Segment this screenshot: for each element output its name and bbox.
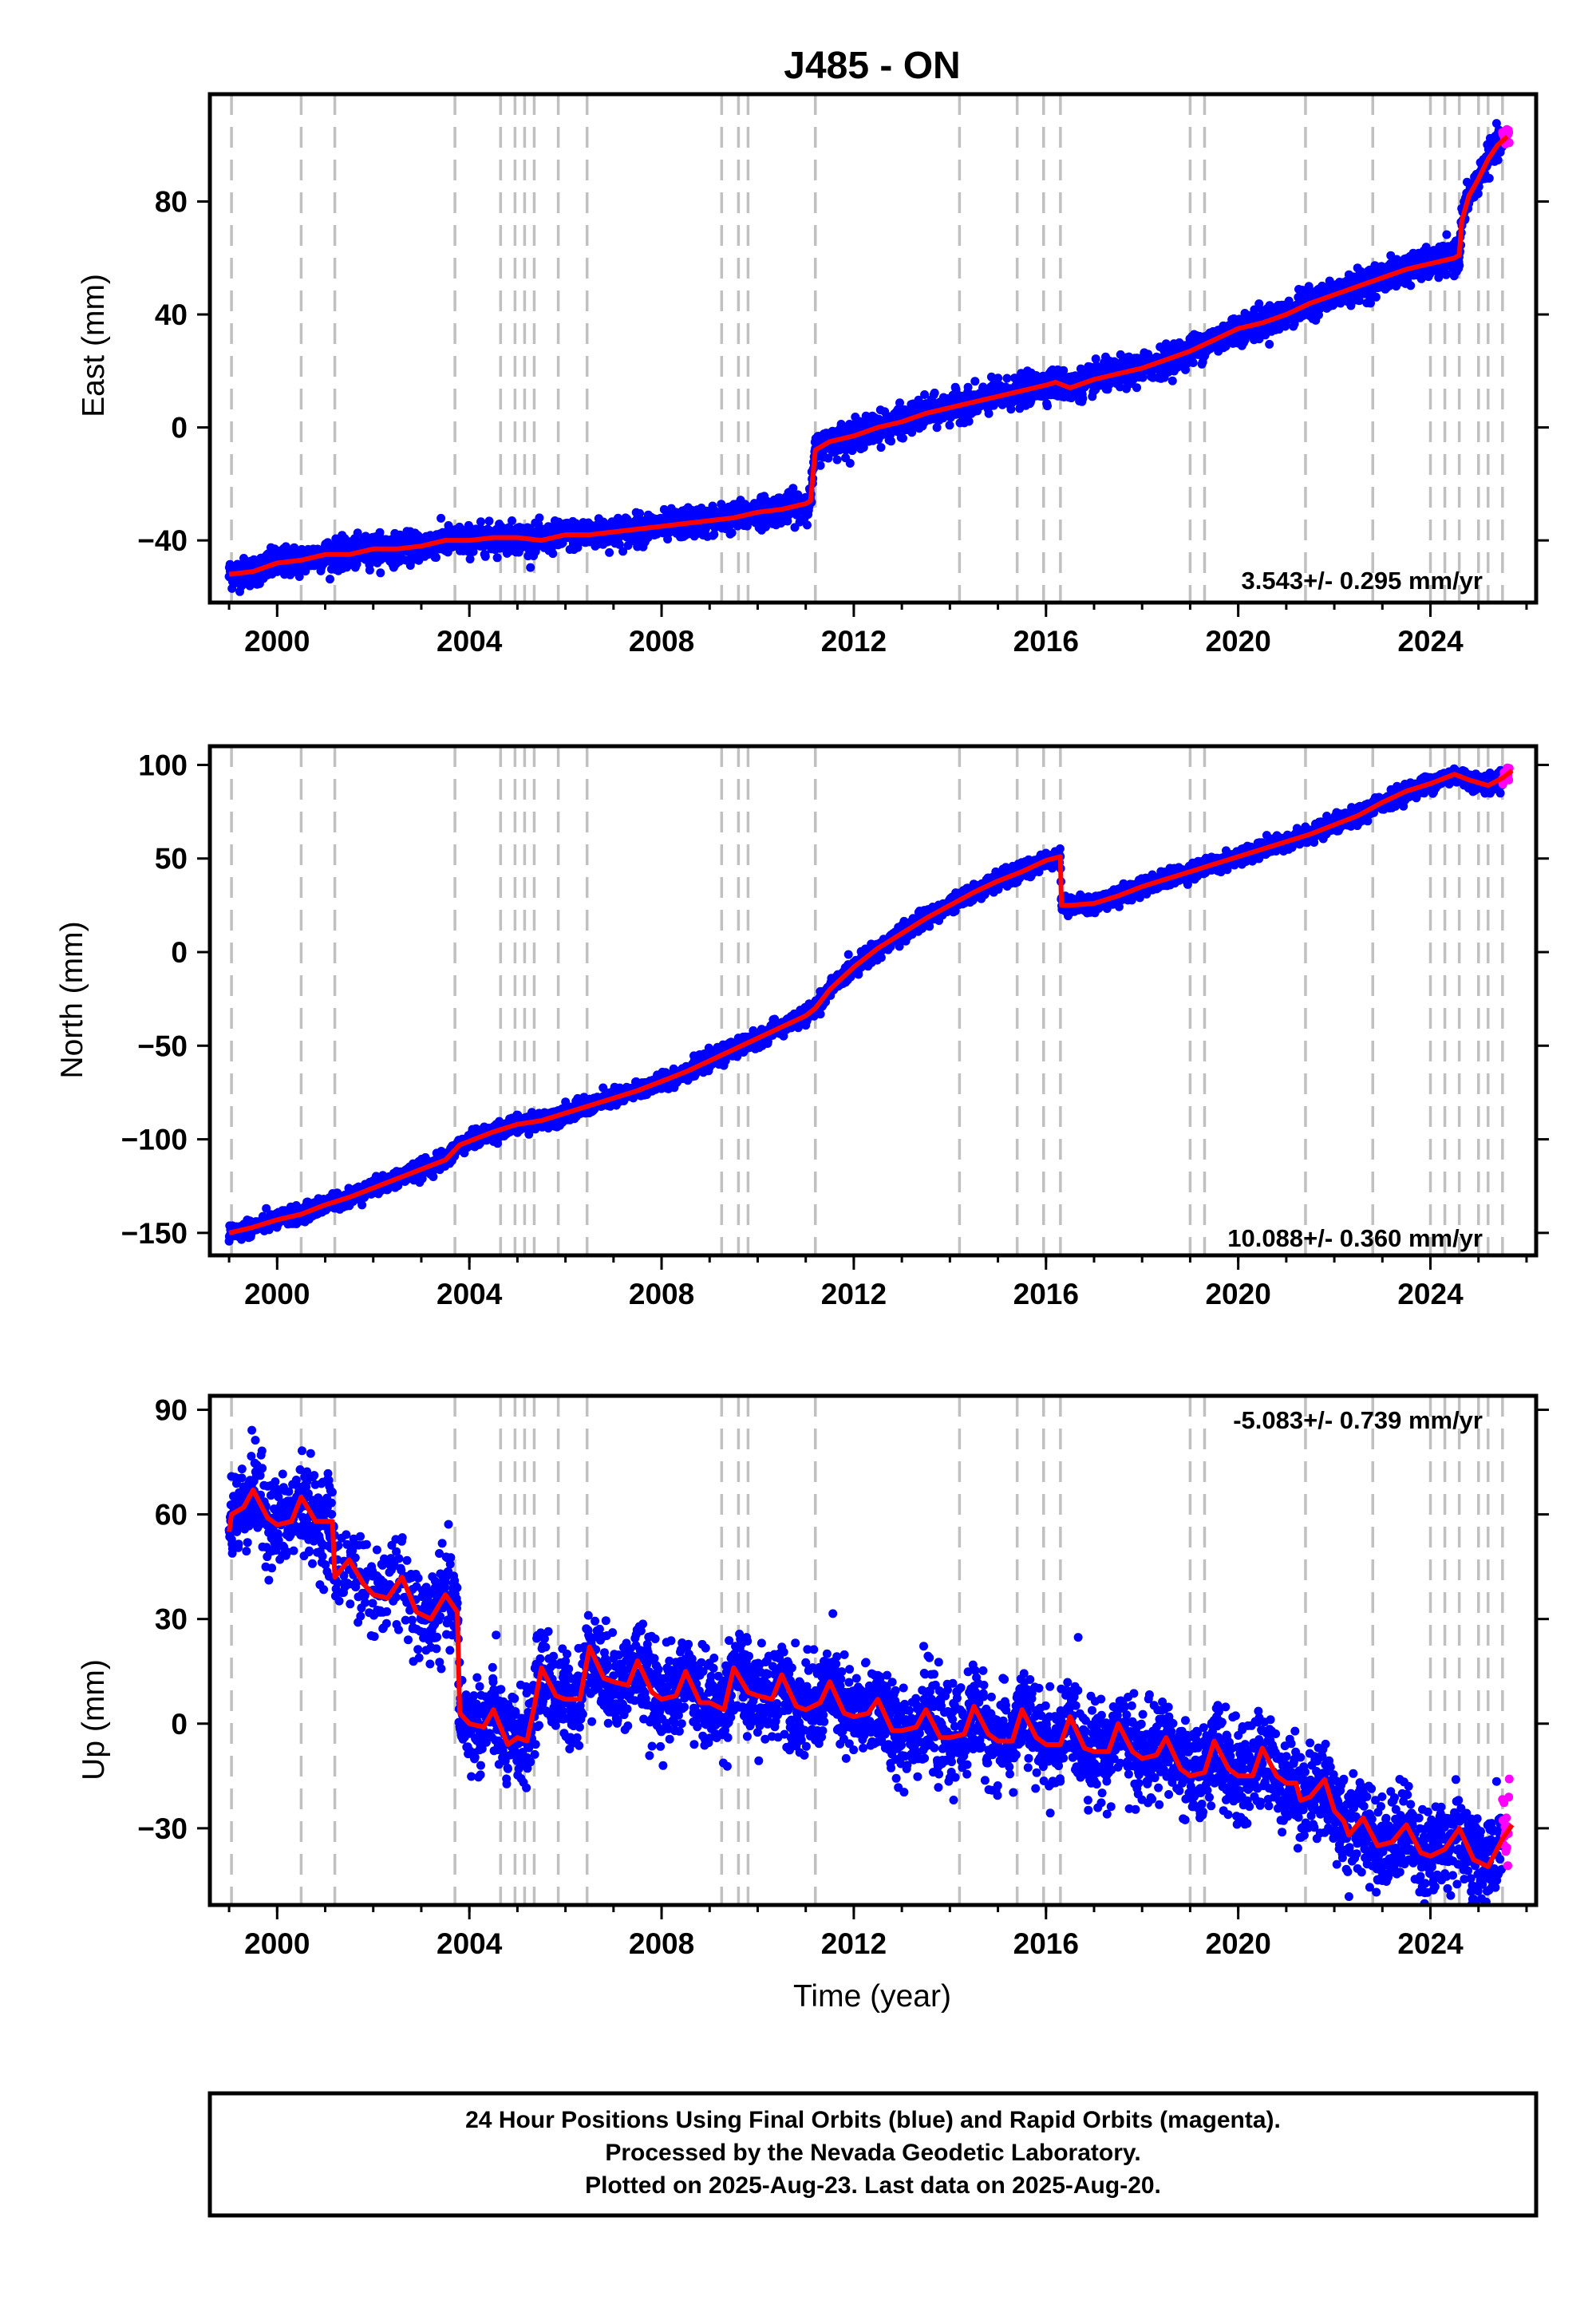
east-point — [970, 377, 980, 386]
east-point — [1221, 342, 1231, 351]
east-point — [548, 549, 558, 559]
east-point — [984, 409, 994, 418]
east-x-tick-label: 2024 — [1397, 625, 1464, 658]
east-point — [963, 382, 973, 392]
east-point — [484, 516, 494, 526]
east-point — [1002, 373, 1012, 383]
east-point — [1043, 401, 1052, 411]
east-point — [353, 528, 362, 538]
east-y-tick-label: 80 — [155, 185, 188, 218]
east-point — [1138, 373, 1148, 382]
east-ylabel: East (mm) — [77, 274, 111, 417]
east-point — [899, 433, 907, 443]
east-point — [930, 388, 939, 397]
east-x-tick-label: 2020 — [1205, 625, 1270, 658]
east-point — [932, 423, 942, 433]
east-point — [845, 459, 855, 468]
east-point — [326, 575, 334, 584]
east-x-tick-label: 2000 — [244, 625, 310, 658]
east-point — [1406, 281, 1416, 290]
east-point — [1188, 358, 1198, 367]
east-point — [945, 421, 954, 430]
east-plot-area: 2000 2004 2008 2012 2016 2020 2024 −40 0 40 80 — [137, 92, 1549, 658]
north-panel: 2000 2004 2008 2012 2016 2020 2024−150−100−500… — [55, 744, 1549, 1310]
east-point — [526, 563, 535, 572]
east-point — [376, 568, 385, 578]
east-y-tick-label: 40 — [155, 298, 188, 331]
east-point — [352, 559, 361, 569]
east-point — [365, 565, 374, 575]
east-point — [1132, 383, 1141, 393]
east-point — [294, 572, 304, 581]
figure-title: J485 - ON — [784, 45, 960, 87]
east-frame — [207, 92, 1539, 605]
east-point — [1254, 299, 1264, 309]
east-point — [859, 443, 868, 453]
east-point — [1455, 261, 1464, 271]
east-point — [847, 445, 857, 455]
east-point — [788, 484, 798, 493]
east-point — [920, 390, 930, 399]
east-point — [605, 547, 614, 557]
east-point — [480, 551, 490, 561]
east-point — [986, 372, 996, 381]
east-point — [727, 528, 737, 538]
east-point — [1354, 296, 1364, 306]
east-point — [1442, 269, 1451, 279]
east-point — [432, 553, 440, 562]
east-y-tick-label: 0 — [171, 412, 188, 445]
east-point — [635, 508, 645, 518]
east-point — [623, 541, 633, 550]
east-point — [803, 520, 812, 530]
east-point — [1493, 156, 1503, 164]
east-plot-content — [224, 94, 1514, 603]
east-final-points — [224, 119, 1507, 596]
east-point — [618, 547, 628, 556]
east-point — [1442, 230, 1452, 239]
east-point — [663, 535, 673, 543]
east-point — [614, 539, 624, 549]
east-point — [1091, 354, 1100, 364]
east-point — [1265, 339, 1274, 349]
east-point — [508, 516, 516, 525]
east-point — [887, 437, 896, 446]
east-point — [816, 460, 825, 470]
east-x-tick-label: 2016 — [1013, 625, 1079, 658]
east-y-tick-label: −40 — [137, 524, 188, 557]
east-x-tick-label: 2012 — [821, 625, 887, 658]
east-point — [1484, 173, 1494, 183]
east-point — [964, 417, 974, 426]
east-point — [1078, 393, 1088, 403]
east-panel: 2000 2004 2008 2012 2016 2020 2024 −40 0 40 80 Eas… — [77, 92, 1549, 658]
east-x-tick-label: 2008 — [629, 625, 694, 658]
east-point — [1371, 292, 1381, 302]
east-point — [1250, 305, 1259, 314]
east-point — [1366, 298, 1375, 308]
east-point — [832, 455, 842, 464]
east-point — [895, 398, 904, 408]
east-model-line — [228, 134, 1509, 577]
east-point — [492, 553, 502, 563]
east-point — [437, 513, 446, 523]
east-x-tick-label: 2004 — [437, 625, 503, 658]
east-point — [476, 517, 485, 527]
east-rate-label: 3.543+/- 0.295 mm/yr — [1242, 567, 1483, 595]
east-point — [994, 373, 1003, 383]
east-point — [876, 443, 886, 453]
north-plot-content — [224, 746, 1514, 1255]
east-point — [465, 555, 475, 563]
east-point — [1059, 366, 1069, 375]
east-point — [1167, 376, 1177, 385]
east-point — [709, 530, 719, 539]
east-point — [535, 513, 544, 523]
